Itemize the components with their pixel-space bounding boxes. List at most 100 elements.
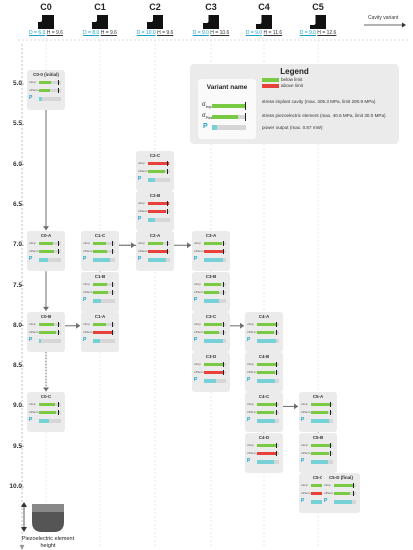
power-bar (204, 379, 226, 384)
stress-piezo-bar (204, 289, 226, 295)
limit-mark (223, 321, 224, 327)
legend-sample-piezo-bg (238, 115, 246, 119)
power-bar (204, 338, 226, 343)
power-bar (257, 419, 279, 424)
stress-implant-label: σImp (29, 321, 36, 326)
cavity-variant-label: Cavity variant (368, 15, 399, 21)
stress-piezo-label: σPiezo (301, 450, 311, 455)
stress-implant-bar (93, 241, 115, 247)
column-dimensions: D = 10.0 H = 9.6 (136, 30, 174, 36)
limit-mark (330, 442, 331, 448)
y-tick-label: 8.5 (12, 362, 22, 370)
stress-piezo-label: σPiezo (83, 289, 93, 294)
stress-piezo-label: σPiezo (247, 370, 257, 375)
stress-implant-label: σImp (247, 442, 254, 447)
limit-mark (112, 321, 113, 327)
column-header-c0: C0 D = 6.0 H = 9.6 (24, 2, 68, 37)
limit-mark (223, 362, 224, 368)
variant-name: C1-B (94, 273, 106, 279)
limit-mark (167, 208, 168, 214)
stress-piezo-label: σPiezo (247, 450, 257, 455)
stress-implant-bar (39, 80, 61, 85)
power-label: P (301, 417, 305, 424)
power-bar (257, 459, 279, 464)
variant-name: C3-D (205, 354, 217, 360)
stress-implant-bar (39, 402, 61, 408)
stress-implant-bar (257, 321, 279, 327)
legend-p-label: P (203, 123, 208, 130)
column-name: C3 (205, 2, 217, 12)
arrowhead (187, 242, 191, 249)
limit-mark (330, 450, 331, 456)
stress-piezo-label: σPiezo (247, 329, 257, 334)
column-header-c2: C2 D = 10.0 H = 9.6 (133, 2, 177, 37)
legend-sigma-imp-label: σImp (202, 102, 212, 110)
stress-implant-label: σImp (194, 241, 201, 246)
limit-mark (276, 362, 277, 368)
power-label: P (247, 377, 251, 384)
cavity-variant-arrow (364, 22, 406, 28)
limit-mark (58, 249, 59, 255)
variant-name: C4-C (258, 394, 270, 400)
column-dimensions: D = 6.0 H = 9.6 (29, 30, 63, 36)
stress-piezo-bar (93, 249, 115, 255)
arrowhead (43, 387, 49, 392)
stress-implant-bar (39, 241, 61, 247)
stress-piezo-bar (204, 249, 226, 255)
limit-mark (167, 249, 168, 255)
y-tick-label: 6.0 (12, 160, 22, 168)
arrowhead (294, 403, 298, 410)
stress-implant-label: σImp (138, 200, 145, 205)
y-tick-label: 9.0 (12, 402, 22, 410)
stress-piezo-label: σPiezo (194, 289, 204, 294)
stress-implant-bar (257, 442, 279, 448)
arrowhead (43, 306, 49, 311)
variant-name: C5-B (312, 434, 324, 440)
stress-piezo-label: σPiezo (247, 410, 257, 415)
stress-piezo-bar (257, 329, 279, 335)
stress-implant-label: σImp (247, 321, 254, 326)
y-axis-label: Piezoelectric element height (21, 536, 75, 549)
arrowhead (76, 322, 80, 329)
legend-sigma-piezo-label: σPiezo (202, 113, 215, 121)
variant-name: C4-D (258, 434, 270, 440)
variant-card: C3-C σImp σPiezo P (192, 311, 230, 352)
variant-name: C0-C (40, 394, 52, 400)
power-bar (39, 258, 61, 263)
power-bar (148, 217, 170, 222)
limit-mark (58, 88, 59, 93)
stress-implant-bar (311, 402, 333, 408)
legend-power-text: power output (max. 0.87 mW) (262, 125, 323, 130)
power-label: P (138, 256, 142, 263)
limit-mark (167, 168, 168, 174)
limit-mark (223, 281, 224, 287)
limit-mark (112, 249, 113, 255)
limit-mark (223, 249, 224, 255)
y-tick-label: 9.5 (12, 442, 22, 450)
arrowhead (240, 322, 244, 329)
power-bar (39, 419, 61, 424)
variant-name: C5-D (final) (328, 475, 353, 480)
limit-mark (167, 200, 168, 206)
limit-mark (58, 321, 59, 327)
stress-piezo-bar (148, 208, 170, 214)
variant-card: C3-B σImp σPiezo P (192, 271, 230, 312)
stress-implant-label: σImp (301, 442, 308, 447)
legend-box: Legend Variant name σImp σPiezo P below … (190, 64, 399, 144)
variant-card: C4-C σImp σPiezo P (245, 392, 283, 433)
stress-piezo-label: σPiezo (29, 329, 39, 334)
stress-implant-bar (93, 321, 115, 327)
variant-card: C1-C σImp σPiezo P (81, 231, 119, 272)
legend-below-swatch (262, 78, 279, 82)
variant-name: C1-C (94, 233, 106, 239)
cavity-thumbnail-icon (147, 15, 163, 29)
legend-sample-imp-bar (212, 104, 246, 108)
limit-mark (167, 160, 168, 166)
power-bar (204, 258, 226, 263)
power-bar (311, 459, 333, 464)
variant-name: C4-B (258, 354, 270, 360)
limit-mark (112, 241, 113, 247)
stress-piezo-bar (257, 450, 279, 456)
power-bar (39, 338, 61, 343)
variant-card: C1-A σImp σPiezo P (81, 311, 119, 352)
